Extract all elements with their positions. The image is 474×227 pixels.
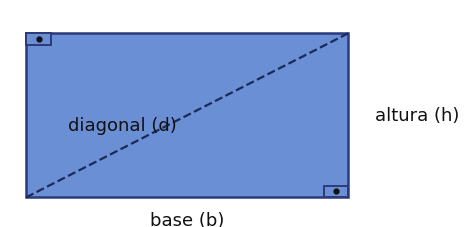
Bar — [26, 34, 348, 197]
Text: diagonal (d): diagonal (d) — [68, 117, 177, 135]
Bar — [324, 186, 348, 197]
Text: base (b): base (b) — [150, 211, 224, 227]
Bar — [26, 34, 51, 46]
Text: altura (h): altura (h) — [375, 107, 459, 125]
